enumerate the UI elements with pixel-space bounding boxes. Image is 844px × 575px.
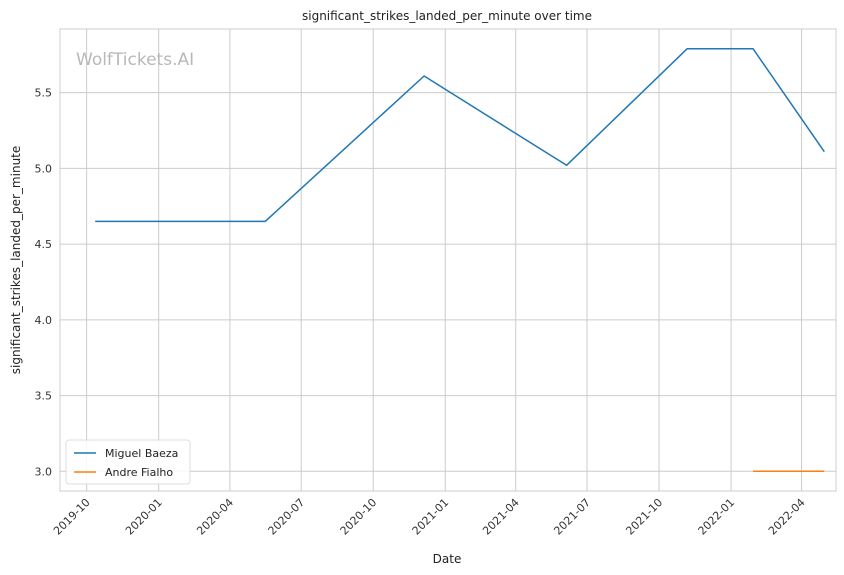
series-line-0 bbox=[95, 47, 825, 223]
x-tick-label: 2022-01 bbox=[695, 496, 737, 538]
y-tick-label: 4.5 bbox=[35, 238, 53, 251]
x-axis-ticks: 2019-10 2020-01 2020-04 2020-07 2020-10 2021-… bbox=[51, 496, 808, 538]
y-tick-label: 4.0 bbox=[35, 314, 53, 327]
x-tick-label: 2020-07 bbox=[266, 496, 308, 538]
chart-title: significant_strikes_landed_per_minute ov… bbox=[302, 9, 592, 23]
legend-box bbox=[65, 439, 191, 485]
y-axis-label: significant_strikes_landed_per_minute bbox=[9, 146, 23, 375]
legend-label: Miguel Baeza bbox=[105, 447, 178, 460]
x-tick-label: 2021-10 bbox=[623, 496, 665, 538]
y-tick-label: 3.5 bbox=[35, 390, 53, 403]
x-axis-label: Date bbox=[433, 552, 462, 566]
x-tick-label: 2021-04 bbox=[480, 496, 522, 538]
y-tick-label: 5.5 bbox=[35, 87, 53, 100]
legend-label: Andre Fialho bbox=[105, 466, 173, 479]
x-tick-label: 2022-04 bbox=[766, 496, 808, 538]
y-axis-ticks: 3.0 3.5 4.0 4.5 5.0 5.5 bbox=[35, 87, 53, 479]
x-tick-label: 2021-01 bbox=[410, 496, 452, 538]
x-tick-label: 2021-07 bbox=[551, 496, 593, 538]
x-tick-label: 2019-10 bbox=[51, 496, 93, 538]
y-tick-label: 5.0 bbox=[35, 162, 53, 175]
series-layer bbox=[95, 47, 825, 473]
x-tick-label: 2020-04 bbox=[194, 496, 236, 538]
legend: Miguel Baeza Andre Fialho bbox=[65, 439, 191, 485]
grid bbox=[60, 29, 836, 491]
y-tick-label: 3.0 bbox=[35, 465, 53, 478]
x-tick-label: 2020-01 bbox=[123, 496, 165, 538]
watermark: WolfTickets.AI bbox=[76, 50, 194, 70]
x-tick-label: 2020-10 bbox=[338, 496, 380, 538]
plot-frame bbox=[59, 28, 837, 492]
